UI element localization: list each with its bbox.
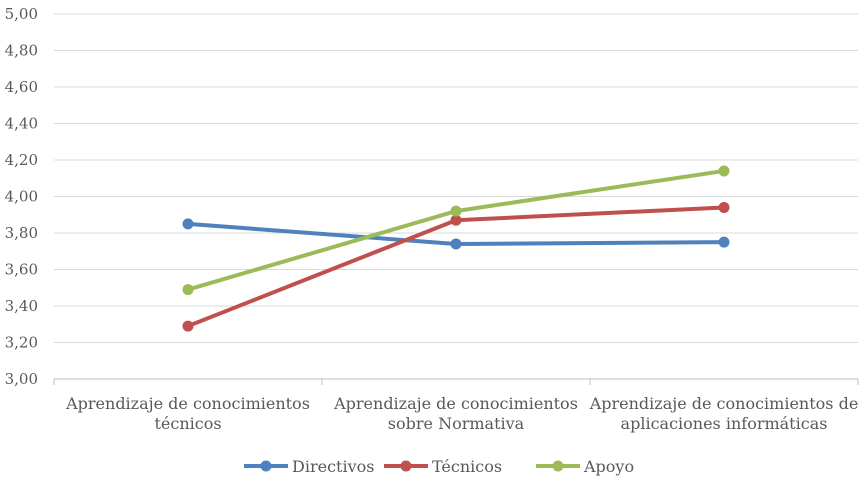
y-tick-label: 4,00 [5,188,38,206]
y-axis: 3,00 3,20 3,40 3,60 3,80 4,00 4,20 4,40 4,60 4,80… [5,5,38,388]
legend-swatch-marker [400,460,412,472]
data-point [182,320,194,332]
y-tick-label: 4,40 [5,115,38,133]
data-point [718,236,730,248]
legend-label: Apoyo [583,457,634,476]
y-tick-label: 3,00 [5,370,38,388]
data-point [450,205,462,217]
y-tick-label: 4,80 [5,42,38,60]
data-point [718,165,730,177]
data-point [718,201,730,213]
y-tick-label: 3,80 [5,224,38,242]
legend-label: Técnicos [432,457,502,476]
data-point [450,214,462,226]
data-point [450,238,462,250]
y-tick-label: 5,00 [5,5,38,23]
legend-label: Directivos [292,457,374,476]
legend: Directivos Técnicos Apoyo [244,457,634,476]
y-tick-label: 3,20 [5,334,38,352]
gridlines [54,13,858,343]
y-tick-label: 3,60 [5,261,38,279]
x-tick-label: Aprendizaje de conocimientos técnicos [65,394,310,433]
legend-swatch-marker [552,460,564,472]
x-tick-label: Aprendizaje de conocimientos sobre Normat… [333,394,578,433]
x-axis: Aprendizaje de conocimientos técnicos Apre… [53,378,859,433]
y-tick-label: 3,40 [5,297,38,315]
y-tick-label: 4,60 [5,78,38,96]
data-point [182,284,194,296]
y-tick-label: 4,20 [5,151,38,169]
data-point [182,218,194,230]
x-tick-label: Aprendizaje de conocimientos de aplicacio… [589,394,859,433]
series-lines [182,165,730,332]
legend-swatch-marker [260,460,272,472]
